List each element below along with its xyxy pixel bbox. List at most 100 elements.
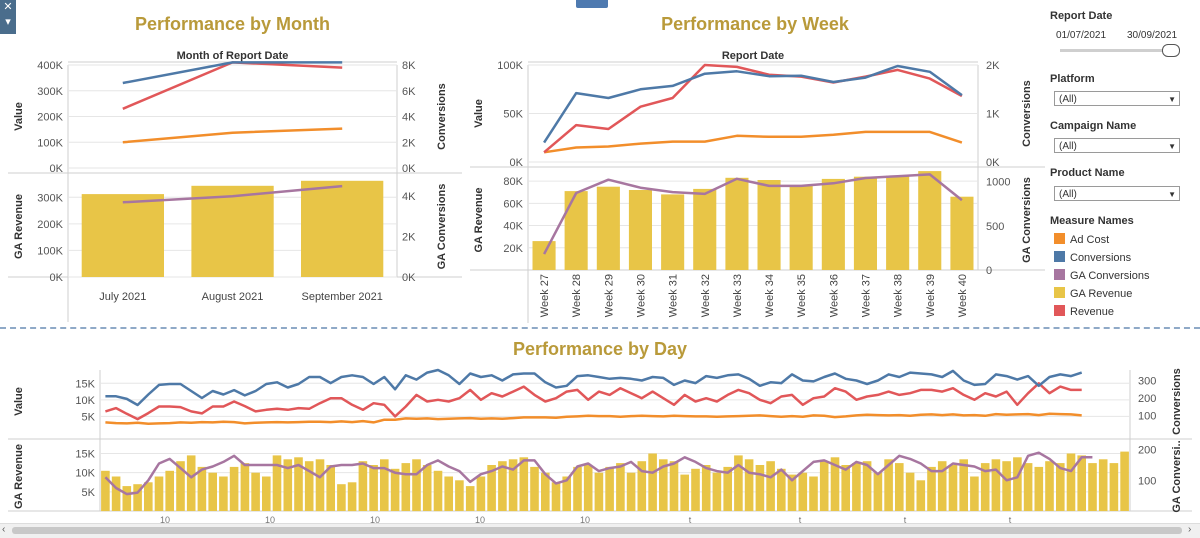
- y2-tick-label: 1K: [986, 109, 1000, 121]
- campaign-dropdown[interactable]: (All) ▼: [1054, 138, 1180, 153]
- slider-handle[interactable]: [1162, 44, 1180, 57]
- x-tick-label: Week 32: [700, 274, 712, 317]
- legend-title: Measure Names: [1050, 215, 1134, 227]
- bar-ga-revenue: [1066, 453, 1076, 511]
- x-axis-header: Report Date: [722, 50, 784, 62]
- legend-item[interactable]: GA Revenue: [1054, 287, 1132, 301]
- bar-ga-revenue: [970, 476, 979, 511]
- y2-axis-title: Conversions: [1021, 80, 1033, 147]
- bar-ga-revenue: [669, 461, 679, 511]
- bar-ga-revenue: [991, 459, 1001, 512]
- y2-tick-label: 100: [1138, 475, 1156, 487]
- bar-ga-revenue: [1034, 466, 1044, 511]
- series-line-conversions: [122, 61, 343, 85]
- bar-ga-revenue: [101, 470, 110, 512]
- menu-down-icon[interactable]: ▾: [5, 16, 11, 28]
- series-line-conversions: [105, 368, 1083, 407]
- bar-ga-revenue: [1088, 463, 1097, 511]
- drag-handle[interactable]: [576, 0, 608, 8]
- platform-dropdown[interactable]: (All) ▼: [1054, 91, 1180, 106]
- y-tick-label: 15K: [75, 449, 95, 461]
- bar-ga-revenue: [401, 463, 411, 511]
- legend-label: Revenue: [1070, 306, 1115, 318]
- scrollbar-thumb[interactable]: [12, 527, 1182, 534]
- y-tick-label: 20K: [503, 243, 523, 255]
- legend-item[interactable]: Ad Cost: [1054, 233, 1109, 247]
- y2-tick-label: 0: [986, 265, 992, 277]
- bar-ga-revenue: [111, 476, 121, 511]
- bar-ga-revenue: [444, 476, 453, 511]
- bar-ga-revenue: [680, 474, 689, 511]
- scroll-left-icon[interactable]: ‹: [2, 524, 6, 535]
- bar-ga-revenue: [315, 459, 325, 512]
- y2-tick-label: 1000: [986, 177, 1010, 189]
- y-axis-title: Value: [13, 102, 25, 131]
- y2-axis-title: GA Conversions: [436, 184, 448, 270]
- y-axis-title: GA Revenue: [13, 444, 25, 509]
- y2-axis-title: GA Conversi..: [1171, 440, 1183, 512]
- bar-ga-revenue: [176, 461, 185, 511]
- y-tick-label: 0K: [50, 163, 64, 175]
- y2-axis-title: Conversions: [436, 83, 448, 150]
- bar-ga-revenue: [959, 459, 968, 512]
- bar-ga-revenue: [628, 190, 652, 270]
- legend-swatch: [1054, 251, 1065, 262]
- legend-item[interactable]: GA Conversions: [1054, 269, 1149, 283]
- bar-ga-revenue: [347, 482, 357, 512]
- x-tick-label: Week 38: [893, 274, 905, 317]
- bar-ga-revenue: [852, 463, 861, 511]
- x-tick-label: t: [689, 515, 692, 523]
- x-tick-label: Week 31: [668, 274, 680, 317]
- bar-ga-revenue: [1056, 463, 1065, 511]
- scroll-right-icon[interactable]: ›: [1188, 524, 1192, 535]
- x-axis-header: Month of Report Date: [177, 50, 289, 62]
- y-tick-label: 60K: [503, 198, 523, 210]
- bar-ga-revenue: [980, 463, 990, 511]
- bar-ga-revenue: [862, 461, 872, 511]
- y-tick-label: 100K: [37, 245, 63, 257]
- report-date-end: 30/09/2021: [1127, 30, 1178, 41]
- bar-ga-revenue: [787, 474, 797, 511]
- legend-item[interactable]: Conversions: [1054, 251, 1131, 265]
- date-range-slider[interactable]: [1060, 49, 1175, 52]
- product-dropdown[interactable]: (All) ▼: [1054, 186, 1180, 201]
- bar-ga-revenue: [465, 486, 475, 511]
- legend-item[interactable]: Revenue: [1054, 305, 1114, 319]
- bar-ga-revenue: [304, 461, 314, 511]
- bar-ga-revenue: [530, 466, 539, 511]
- x-tick-label: 10: [160, 515, 170, 523]
- y2-tick-label: 200: [1138, 445, 1156, 457]
- bar-ga-revenue: [659, 459, 668, 512]
- y2-tick-label: 6K: [402, 86, 416, 98]
- bar-ga-revenue: [853, 176, 877, 270]
- x-tick-label: July 2021: [99, 291, 146, 303]
- y2-axis-title: Conversions: [1171, 368, 1183, 435]
- horizontal-scrollbar[interactable]: ‹ ›: [0, 523, 1200, 538]
- bar-ga-revenue: [562, 476, 571, 511]
- day-panel-title: Performance by Day: [512, 339, 688, 359]
- bar-ga-revenue: [165, 470, 174, 512]
- bar-ga-revenue: [240, 463, 250, 511]
- y-tick-label: 300K: [37, 192, 63, 204]
- x-tick-label: Week 37: [861, 274, 873, 317]
- y-tick-label: 10K: [75, 468, 95, 480]
- toolbar-control[interactable]: ✕ ▾: [0, 0, 16, 34]
- bar-ga-revenue: [637, 461, 647, 511]
- bar-ga-revenue: [337, 484, 346, 511]
- x-tick-label: 10: [475, 515, 485, 523]
- x-tick-label: Week 29: [603, 274, 615, 317]
- y-tick-label: 5K: [82, 411, 96, 423]
- y2-tick-label: 4K: [402, 112, 416, 124]
- bar-ga-revenue: [369, 465, 378, 511]
- x-tick-label: Week 34: [764, 274, 776, 317]
- bar-ga-revenue: [532, 241, 556, 270]
- bar-ga-revenue: [927, 466, 936, 511]
- y-tick-label: 100K: [37, 137, 63, 149]
- close-icon[interactable]: ✕: [3, 1, 13, 13]
- bar-ga-revenue: [455, 480, 464, 511]
- y2-tick-label: 300: [1138, 376, 1156, 388]
- bar-ga-revenue: [691, 468, 700, 511]
- y2-tick-label: 2K: [402, 137, 416, 149]
- bar-ga-revenue: [789, 185, 813, 270]
- bar-ga-revenue: [616, 463, 625, 511]
